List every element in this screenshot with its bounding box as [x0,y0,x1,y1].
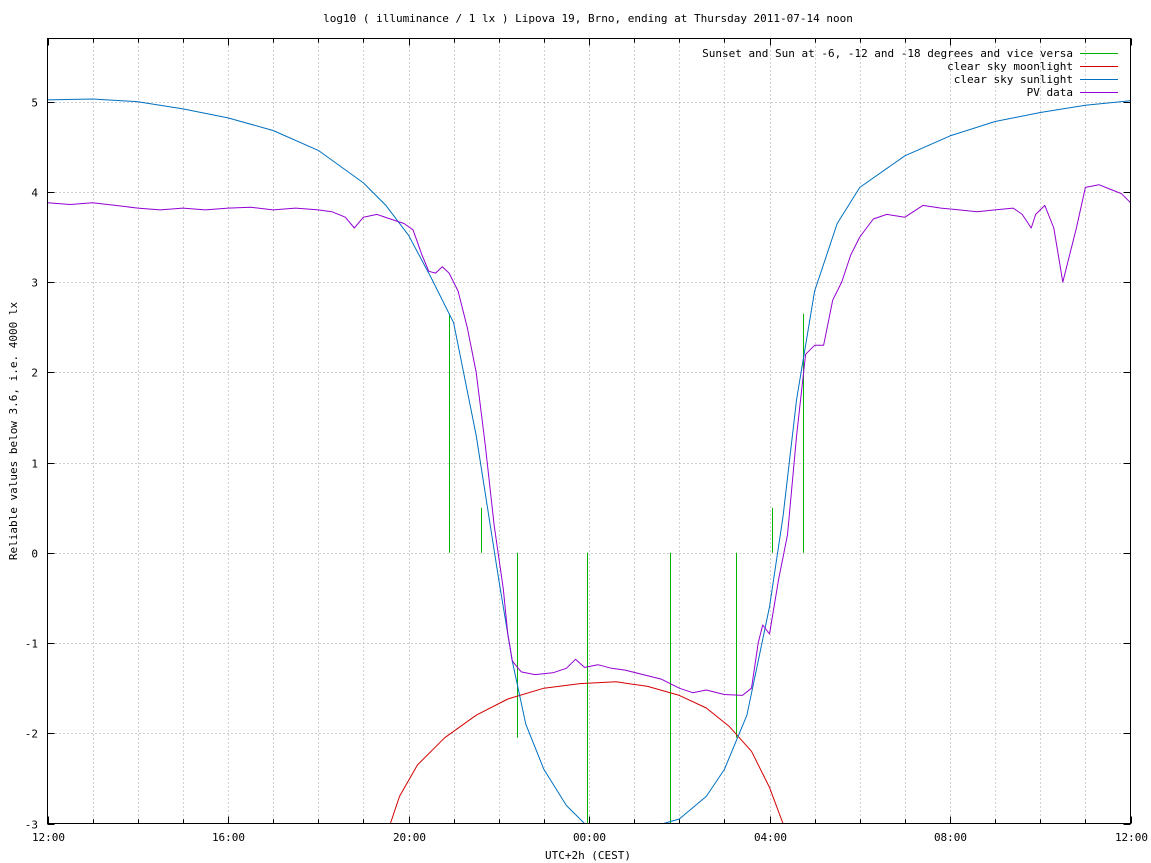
series-3 [47,184,1131,696]
x-tick-label: 12:00 [32,831,65,844]
grid-lines [47,38,1131,824]
x-tick-label: 00:00 [573,831,606,844]
y-tick-label: 5 [31,97,38,110]
x-tick-label: 08:00 [934,831,967,844]
chart-title: log10 ( illuminance / 1 lx ) Lipova 19, … [323,12,853,25]
legend-label: clear sky moonlight [947,60,1073,73]
x-tick-label: 04:00 [754,831,787,844]
y-tick-label: 2 [31,367,38,380]
x-axis-label: UTC+2h (CEST) [545,849,631,862]
x-tick-label: 12:00 [1115,831,1148,844]
y-tick-label: -2 [25,728,38,741]
y-axis-label: Reliable values below 3.6, i.e. 4000 lx [7,301,20,560]
series-1 [389,681,784,824]
axis-ticks: -3 -2 -1 0 1 2 3 4 5 12:00 16:00 20:00 00:00 04:00 08:… [25,38,1148,844]
y-tick-label: 1 [31,458,38,471]
x-tick-label: 16:00 [212,831,245,844]
legend: Sunset and Sun at -6, -12 and -18 degree… [702,47,1118,99]
x-tick-label: 20:00 [393,831,426,844]
series-line [47,184,1131,696]
series-line [389,681,784,824]
y-tick-label: 4 [31,187,38,200]
y-tick-label: -1 [25,638,38,651]
y-tick-label: 0 [31,548,38,561]
series-2 [47,98,1131,824]
series-0 [449,313,804,824]
series-line [47,98,1131,824]
legend-label: PV data [1027,86,1073,99]
y-tick-label: -3 [25,819,38,832]
legend-label: Sunset and Sun at -6, -12 and -18 degree… [702,47,1073,60]
series-layer [47,98,1131,824]
legend-label: clear sky sunlight [954,73,1073,86]
y-tick-label: 3 [31,277,38,290]
